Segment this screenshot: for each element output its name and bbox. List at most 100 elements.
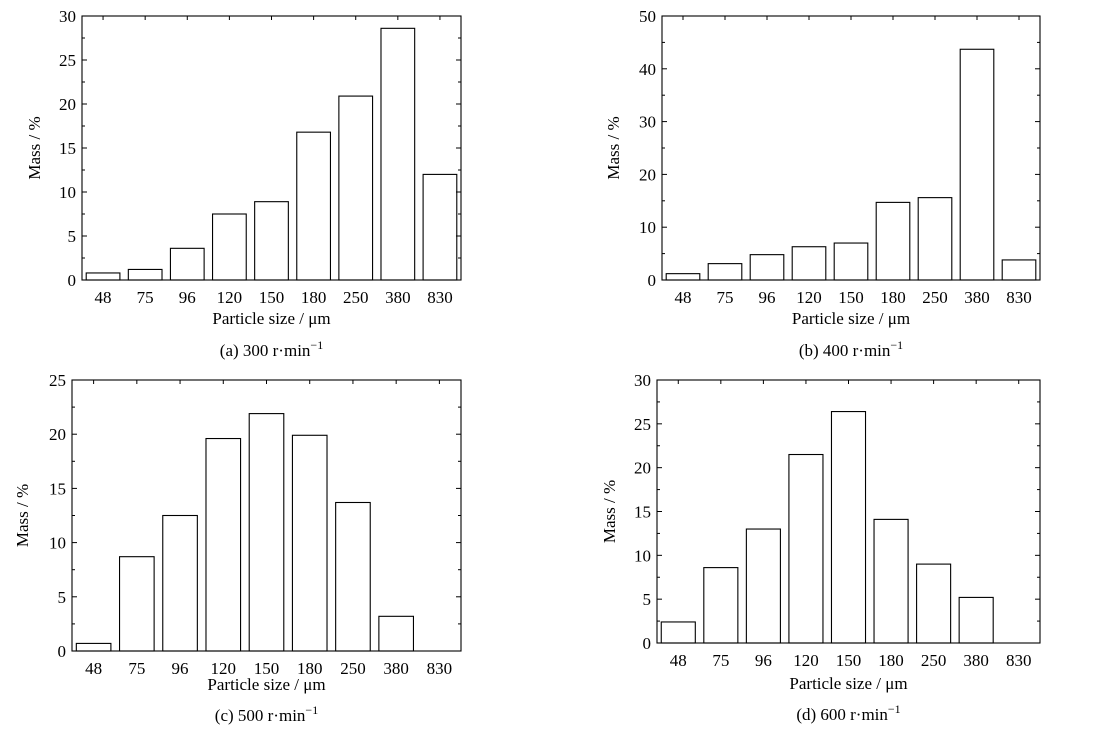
bar [1001, 259, 1037, 281]
x-tick-label: 120 [217, 288, 243, 307]
x-tick-label: 75 [717, 288, 734, 307]
bar [660, 621, 696, 644]
x-tick-label: 180 [297, 659, 323, 678]
bar [749, 254, 785, 281]
y-tick-label: 10 [639, 218, 656, 237]
x-tick-label: 150 [254, 659, 280, 678]
caption-superscript: −1 [310, 338, 323, 352]
chart-panel-c: 0 5 10 15 20 25 48 75 96 120 150 180 250 380 830 Partic… [13, 371, 462, 725]
y-axis-label: Mass / % [13, 484, 32, 547]
x-tick-label: 96 [759, 288, 776, 307]
x-tick-label: 120 [211, 659, 237, 678]
chart-panel-a: 0 5 10 15 20 25 30 48 75 96 120 150 180 250 380 830 Part… [25, 7, 462, 360]
y-tick-label: 10 [59, 183, 76, 202]
panel-caption: (b) 400 r·min−1 [799, 338, 903, 360]
x-tick-label: 75 [137, 288, 154, 307]
bar [788, 453, 824, 644]
bar [833, 242, 869, 281]
x-tick-label: 150 [259, 288, 285, 307]
bar [830, 411, 867, 644]
y-tick-label: 25 [634, 415, 651, 434]
x-tick-label: 96 [172, 659, 189, 678]
x-tick-label: 150 [836, 651, 862, 670]
caption-main: (b) 400 r·min [799, 341, 891, 360]
y-tick-label: 25 [59, 51, 76, 70]
x-tick-label: 120 [793, 651, 819, 670]
y-tick-label: 0 [58, 642, 67, 661]
x-tick-label: 830 [427, 288, 453, 307]
x-tick-label: 180 [878, 651, 904, 670]
caption-superscript: −1 [890, 338, 903, 352]
y-tick-label: 0 [68, 271, 77, 290]
y-tick-label: 10 [634, 546, 651, 565]
y-tick-label: 50 [639, 7, 656, 26]
x-tick-label: 250 [922, 288, 948, 307]
y-tick-label: 20 [634, 459, 651, 478]
y-tick-label: 20 [59, 95, 76, 114]
y-tick-label: 0 [648, 271, 657, 290]
bar [162, 514, 198, 652]
x-tick-label: 48 [85, 659, 102, 678]
y-tick-label: 15 [49, 479, 66, 498]
bar [959, 48, 995, 281]
x-tick-label: 48 [670, 651, 687, 670]
x-tick-label: 380 [963, 651, 989, 670]
bar [335, 501, 371, 652]
caption-main: (c) 500 r·min [215, 706, 306, 725]
x-tick-label: 380 [964, 288, 990, 307]
x-tick-label: 96 [755, 651, 772, 670]
bar [248, 413, 285, 652]
x-tick-label: 180 [880, 288, 906, 307]
x-tick-label: 96 [179, 288, 196, 307]
caption-main: (d) 600 r·min [796, 705, 888, 724]
chart-panel-b: 0 10 20 30 40 50 48 75 96 120 150 180 250 380 830 Parti… [604, 7, 1041, 360]
bar [205, 437, 242, 652]
y-tick-label: 5 [68, 227, 77, 246]
x-tick-label: 830 [1006, 651, 1032, 670]
y-tick-label: 30 [634, 371, 651, 390]
bar [378, 615, 415, 652]
bar [296, 131, 332, 281]
bar [875, 201, 911, 281]
bar [422, 173, 458, 281]
bar [958, 596, 994, 644]
y-tick-label: 15 [59, 139, 76, 158]
x-tick-label: 150 [838, 288, 864, 307]
bar [703, 567, 739, 644]
y-tick-label: 15 [634, 503, 651, 522]
y-tick-label: 25 [49, 371, 66, 390]
y-tick-label: 20 [49, 425, 66, 444]
x-tick-label: 75 [712, 651, 729, 670]
y-axis-label: Mass / % [600, 480, 619, 543]
x-tick-label: 250 [921, 651, 947, 670]
chart-panel-d: 0 5 10 15 20 25 30 48 75 96 120 150 180 250 380 830 Part… [600, 371, 1041, 724]
panel-caption: (a) 300 r·min−1 [220, 338, 323, 360]
y-axis-label: Mass / % [604, 116, 623, 179]
bar [873, 518, 909, 644]
bar [665, 273, 701, 281]
bar [380, 27, 416, 281]
x-tick-label: 48 [95, 288, 112, 307]
x-tick-label: 250 [343, 288, 369, 307]
y-tick-label: 5 [58, 588, 67, 607]
bar [707, 263, 743, 281]
y-tick-label: 20 [639, 165, 656, 184]
y-tick-label: 5 [643, 590, 652, 609]
caption-superscript: −1 [888, 702, 901, 716]
x-tick-label: 380 [383, 659, 409, 678]
bar [338, 95, 374, 281]
bar [254, 201, 289, 281]
x-tick-label: 250 [340, 659, 366, 678]
x-axis-label: Particle size / μm [207, 675, 325, 694]
bar [917, 197, 953, 281]
x-tick-label: 830 [1006, 288, 1032, 307]
y-tick-label: 0 [643, 634, 652, 653]
bar [745, 528, 781, 644]
x-tick-label: 120 [796, 288, 822, 307]
x-axis-label: Particle size / μm [792, 309, 910, 328]
x-tick-label: 48 [675, 288, 692, 307]
bar [169, 247, 205, 281]
x-axis-label: Particle size / μm [212, 309, 330, 328]
panel-caption: (c) 500 r·min−1 [215, 703, 318, 725]
